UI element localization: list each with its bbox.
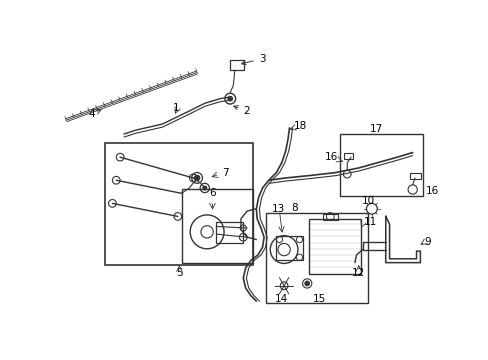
Text: 18: 18 bbox=[293, 121, 306, 131]
Bar bbox=[104, 143, 252, 265]
Text: 11: 11 bbox=[364, 217, 377, 227]
Circle shape bbox=[203, 186, 206, 190]
Text: 13: 13 bbox=[271, 204, 284, 214]
Text: 16: 16 bbox=[324, 152, 337, 162]
Bar bbox=[276, 236, 303, 260]
Circle shape bbox=[194, 175, 200, 181]
Text: 3: 3 bbox=[241, 54, 265, 65]
Text: 14: 14 bbox=[274, 294, 287, 304]
Bar bbox=[266, 213, 367, 303]
Text: 12: 12 bbox=[351, 267, 365, 278]
Text: 5: 5 bbox=[176, 267, 183, 278]
Text: 10: 10 bbox=[362, 196, 375, 206]
Bar bbox=[322, 214, 337, 220]
Text: 9: 9 bbox=[424, 237, 430, 247]
Circle shape bbox=[305, 281, 309, 286]
Text: 15: 15 bbox=[312, 294, 325, 304]
Text: 7: 7 bbox=[222, 167, 229, 177]
Bar bbox=[308, 219, 360, 274]
Text: 1: 1 bbox=[173, 103, 179, 113]
Bar bbox=[230, 60, 244, 70]
Text: 8: 8 bbox=[291, 203, 298, 213]
Text: 16: 16 bbox=[425, 186, 438, 196]
Text: 6: 6 bbox=[209, 188, 215, 198]
Circle shape bbox=[227, 96, 232, 101]
Text: 4: 4 bbox=[88, 109, 95, 119]
Bar bbox=[409, 172, 420, 179]
Text: 17: 17 bbox=[369, 125, 383, 134]
Bar bbox=[216, 222, 243, 243]
Bar bbox=[344, 153, 353, 159]
Text: 2: 2 bbox=[233, 106, 249, 116]
Bar bbox=[182, 189, 252, 263]
Bar bbox=[339, 134, 422, 195]
